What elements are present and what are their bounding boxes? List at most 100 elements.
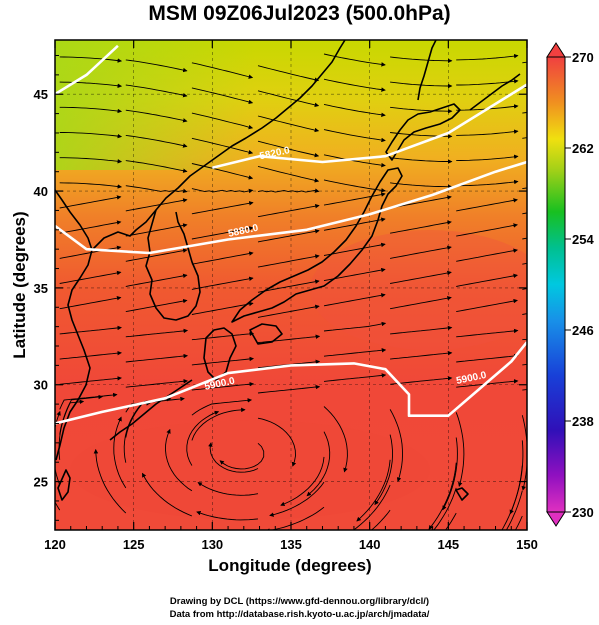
streamline xyxy=(442,437,458,511)
y-tick-label: 45 xyxy=(34,87,48,102)
streamline xyxy=(142,472,193,517)
streamline xyxy=(456,328,519,338)
streamline xyxy=(257,65,320,82)
streamline xyxy=(269,481,325,517)
streamline xyxy=(390,376,453,385)
streamline xyxy=(125,84,188,98)
streamline xyxy=(191,381,255,391)
colorbar-scale xyxy=(546,56,566,513)
streamline xyxy=(323,179,386,193)
x-tick-label: 145 xyxy=(437,537,459,552)
streamline xyxy=(323,129,386,143)
streamline xyxy=(456,248,518,262)
colorbar-label: 230 xyxy=(572,505,594,520)
colorbar-label: 238 xyxy=(572,414,594,429)
streamline xyxy=(59,245,122,259)
streamline xyxy=(390,182,453,189)
streamline xyxy=(306,431,331,497)
streamline xyxy=(265,506,325,530)
streamline xyxy=(456,273,518,287)
streamline xyxy=(125,59,188,73)
coast-kyushu xyxy=(203,327,237,381)
streamline xyxy=(59,81,123,89)
contour-5880 xyxy=(55,160,527,255)
colorbar-label: 254 xyxy=(572,232,594,247)
streamline xyxy=(428,462,457,530)
streamline xyxy=(456,179,519,187)
streamline xyxy=(323,217,386,231)
streamline xyxy=(257,115,320,133)
temperature-field xyxy=(55,40,527,530)
streamline xyxy=(505,490,523,530)
map-title: MSM 09Z06Jul2023 (500.0hPa) xyxy=(148,2,451,25)
streamline xyxy=(125,198,188,212)
streamline xyxy=(59,106,123,114)
streamline xyxy=(191,87,254,105)
streamline xyxy=(390,56,453,64)
coast-sakhalin xyxy=(417,40,437,101)
y-tick-label: 35 xyxy=(34,281,48,296)
streamline xyxy=(59,182,123,189)
streamline xyxy=(191,201,254,215)
streamline xyxy=(374,434,393,506)
streamline xyxy=(125,248,188,262)
streamline xyxy=(219,442,265,470)
streamline xyxy=(59,56,123,63)
contour-5900 xyxy=(55,341,527,425)
streamline xyxy=(390,220,452,234)
streamline xyxy=(257,165,320,183)
streamline xyxy=(191,226,254,240)
streamline xyxy=(191,301,254,315)
streamline xyxy=(113,416,127,489)
streamline xyxy=(390,245,452,259)
streamline xyxy=(165,428,193,492)
streamline xyxy=(323,192,386,206)
streamline xyxy=(257,229,320,243)
streamline xyxy=(456,223,518,237)
coast-taiwan xyxy=(57,469,71,501)
streamline xyxy=(323,103,386,118)
streamline xyxy=(125,328,189,338)
streamline xyxy=(59,220,122,234)
coast-honshu xyxy=(231,167,403,323)
coast-hokkaido xyxy=(385,103,461,161)
streamline xyxy=(125,185,188,194)
streamline xyxy=(323,242,386,256)
streamline xyxy=(390,295,452,310)
colorbar-bottom-arrow xyxy=(546,511,566,527)
streamline xyxy=(59,132,123,139)
streamline xyxy=(257,203,320,218)
streamline xyxy=(456,298,518,313)
streamline xyxy=(456,154,519,162)
streamline xyxy=(59,392,118,410)
streamline xyxy=(257,279,320,293)
streamline xyxy=(59,376,122,385)
streamline xyxy=(257,254,320,268)
x-tick-label: 140 xyxy=(359,537,381,552)
streamline xyxy=(323,154,386,168)
streamline xyxy=(456,198,518,212)
colorbar-top-arrow xyxy=(546,42,566,58)
streamline xyxy=(125,109,188,123)
streamline xyxy=(191,112,254,130)
streamline xyxy=(509,440,524,515)
streamline xyxy=(59,350,122,360)
y-tick-label: 25 xyxy=(34,475,48,490)
streamline xyxy=(390,157,453,164)
streamline xyxy=(390,270,452,284)
y-axis-ticks: 25 30 35 40 45 xyxy=(34,54,527,521)
streamline xyxy=(125,378,189,388)
x-tick-label: 135 xyxy=(280,537,302,552)
streamline xyxy=(196,511,259,521)
streamline xyxy=(59,195,122,209)
streamline xyxy=(59,157,123,164)
streamline xyxy=(191,188,254,194)
streamline xyxy=(456,53,519,61)
streamline xyxy=(257,417,297,467)
coast-ryukyu xyxy=(109,379,193,441)
coast-bonin xyxy=(455,487,469,501)
streamline xyxy=(191,407,246,441)
y-tick-label: 30 xyxy=(34,378,48,393)
colorbar-label: 262 xyxy=(572,141,594,156)
